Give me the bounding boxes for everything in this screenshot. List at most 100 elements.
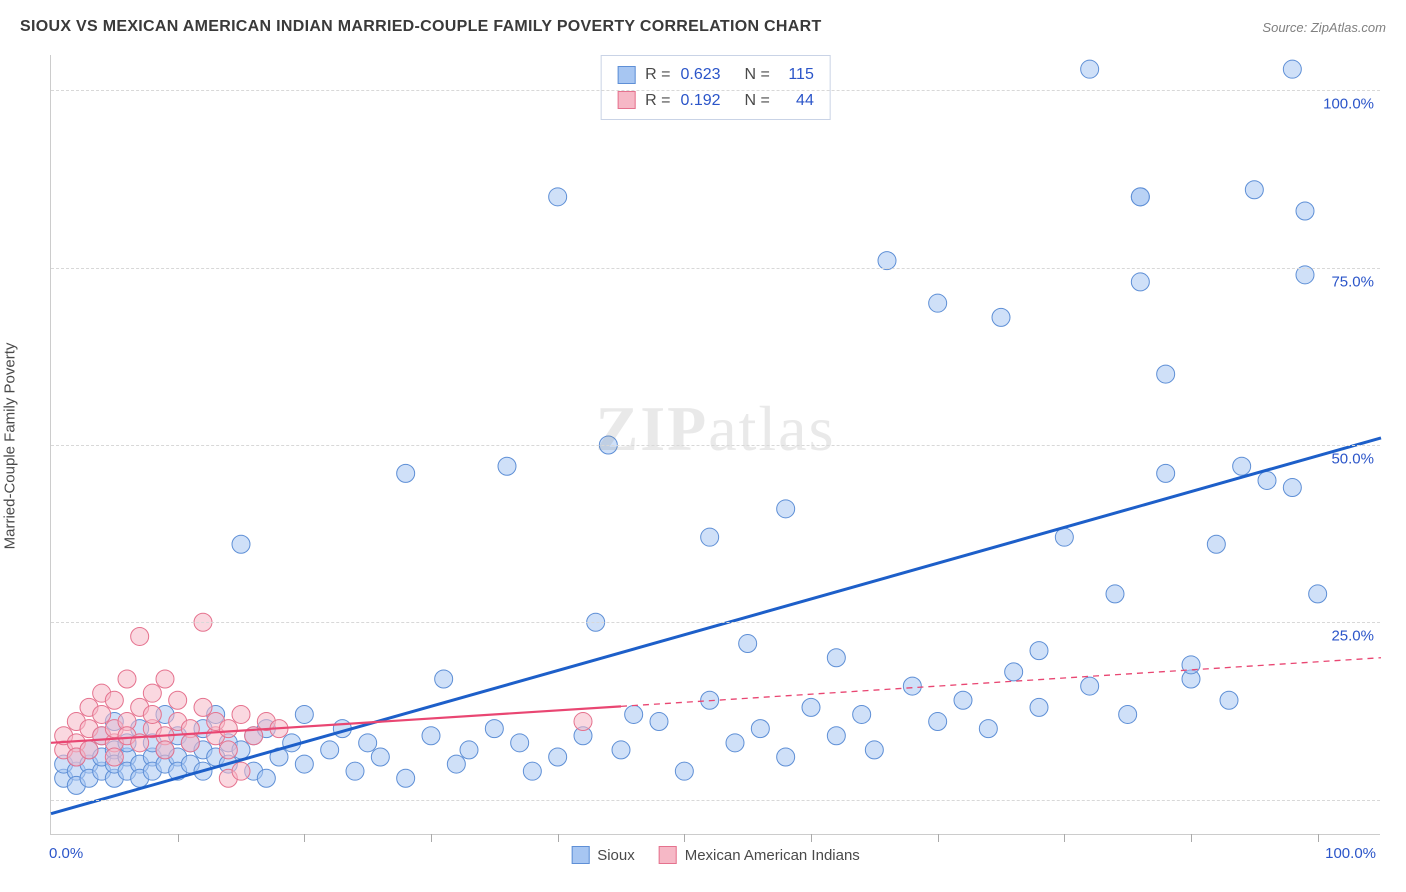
- data-point: [397, 769, 415, 787]
- data-point: [219, 720, 237, 738]
- legend-item: Mexican American Indians: [659, 846, 860, 864]
- data-point: [1207, 535, 1225, 553]
- data-point: [511, 734, 529, 752]
- data-point: [181, 734, 199, 752]
- x-tick: [431, 834, 432, 842]
- grid-line: [51, 445, 1380, 446]
- data-point: [156, 741, 174, 759]
- data-point: [929, 294, 947, 312]
- data-point: [194, 698, 212, 716]
- data-point: [1283, 60, 1301, 78]
- data-point: [979, 720, 997, 738]
- data-point: [1055, 528, 1073, 546]
- data-point: [802, 698, 820, 716]
- r-value: 0.623: [681, 62, 735, 88]
- data-point: [1106, 585, 1124, 603]
- data-point: [827, 727, 845, 745]
- legend-item: Sioux: [571, 846, 635, 864]
- x-tick: [178, 834, 179, 842]
- legend-label: Sioux: [597, 847, 635, 864]
- data-point: [929, 713, 947, 731]
- data-point: [1296, 202, 1314, 220]
- stats-box: R =0.623N =115R =0.192N =44: [600, 55, 831, 120]
- data-point: [295, 755, 313, 773]
- data-point: [105, 748, 123, 766]
- data-point: [156, 670, 174, 688]
- x-tick-label: 0.0%: [49, 845, 83, 862]
- data-point: [1233, 457, 1251, 475]
- data-point: [447, 755, 465, 773]
- data-point: [80, 741, 98, 759]
- stats-row: R =0.623N =115: [617, 62, 814, 88]
- x-tick: [938, 834, 939, 842]
- data-point: [219, 741, 237, 759]
- y-tick-label: 25.0%: [1331, 628, 1374, 645]
- legend-swatch: [571, 846, 589, 864]
- data-point: [1131, 188, 1149, 206]
- data-point: [903, 677, 921, 695]
- data-point: [143, 705, 161, 723]
- data-point: [739, 635, 757, 653]
- data-point: [1030, 642, 1048, 660]
- data-point: [865, 741, 883, 759]
- data-point: [1157, 464, 1175, 482]
- data-point: [131, 627, 149, 645]
- x-tick: [1064, 834, 1065, 842]
- data-point: [701, 528, 719, 546]
- x-tick: [304, 834, 305, 842]
- x-tick: [558, 834, 559, 842]
- trend-line: [51, 438, 1381, 814]
- data-point: [549, 188, 567, 206]
- grid-line: [51, 268, 1380, 269]
- data-point: [612, 741, 630, 759]
- x-tick: [684, 834, 685, 842]
- data-point: [992, 308, 1010, 326]
- data-point: [777, 748, 795, 766]
- y-tick-label: 100.0%: [1323, 96, 1374, 113]
- grid-line: [51, 90, 1380, 91]
- x-tick: [1318, 834, 1319, 842]
- data-point: [346, 762, 364, 780]
- y-tick-label: 75.0%: [1331, 273, 1374, 290]
- data-point: [1283, 479, 1301, 497]
- data-point: [143, 684, 161, 702]
- x-tick: [811, 834, 812, 842]
- x-tick-label: 100.0%: [1325, 845, 1376, 862]
- data-point: [498, 457, 516, 475]
- data-point: [1030, 698, 1048, 716]
- x-tick: [1191, 834, 1192, 842]
- data-point: [1220, 691, 1238, 709]
- data-point: [257, 769, 275, 787]
- data-point: [232, 535, 250, 553]
- source-credit: Source: ZipAtlas.com: [1262, 20, 1386, 35]
- grid-line: [51, 622, 1380, 623]
- plot-area: ZIPatlas R =0.623N =115R =0.192N =44 Sio…: [50, 55, 1380, 835]
- data-point: [295, 705, 313, 723]
- data-point: [1309, 585, 1327, 603]
- data-point: [726, 734, 744, 752]
- legend-swatch: [659, 846, 677, 864]
- data-point: [169, 691, 187, 709]
- data-point: [625, 705, 643, 723]
- legend-label: Mexican American Indians: [685, 847, 860, 864]
- source-name: ZipAtlas.com: [1311, 20, 1386, 35]
- data-point: [827, 649, 845, 667]
- stats-swatch: [617, 66, 635, 84]
- data-point: [650, 713, 668, 731]
- data-point: [1081, 60, 1099, 78]
- data-point: [1258, 471, 1276, 489]
- y-tick-label: 50.0%: [1331, 451, 1374, 468]
- data-point: [397, 464, 415, 482]
- data-point: [1157, 365, 1175, 383]
- data-point: [777, 500, 795, 518]
- data-point: [105, 691, 123, 709]
- data-point: [853, 705, 871, 723]
- stats-swatch: [617, 91, 635, 109]
- data-point: [93, 705, 111, 723]
- data-point: [675, 762, 693, 780]
- source-label: Source:: [1262, 20, 1307, 35]
- data-point: [1081, 677, 1099, 695]
- data-point: [1131, 273, 1149, 291]
- n-value: 115: [780, 62, 814, 88]
- data-point: [359, 734, 377, 752]
